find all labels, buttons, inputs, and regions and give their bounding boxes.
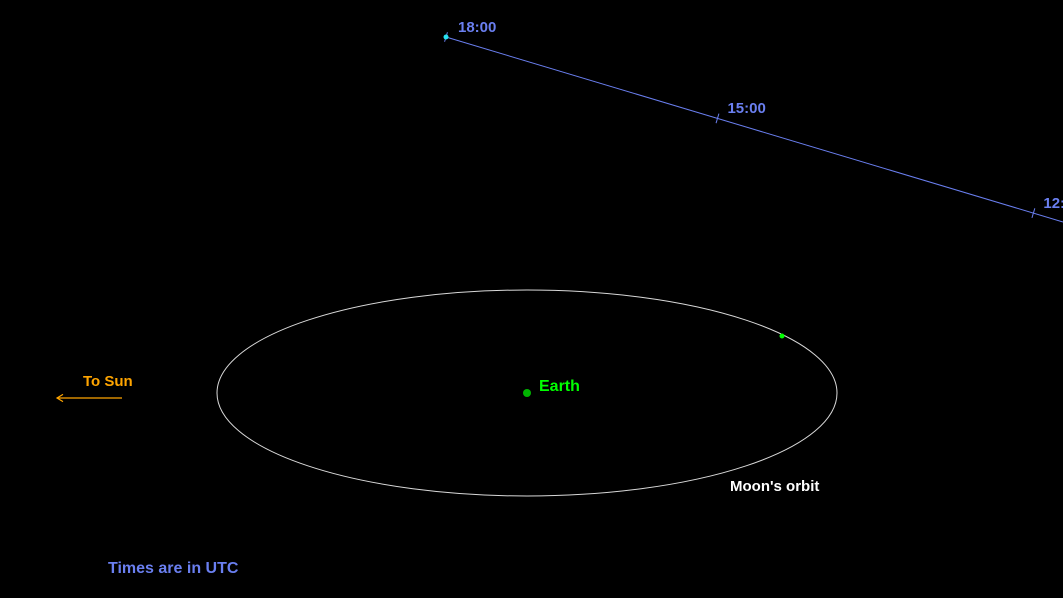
times-utc-label: Times are in UTC — [108, 560, 238, 578]
asteroid-marker — [444, 35, 449, 40]
earth-label: Earth — [539, 378, 580, 396]
asteroid-trajectory-line — [446, 37, 1063, 222]
moon-marker — [780, 334, 785, 339]
trajectory-time-label: 18:00 — [458, 19, 496, 36]
moon-orbit-label: Moon's orbit — [730, 478, 819, 495]
earth-marker — [523, 389, 531, 397]
trajectory-time-label: 12:00 — [1043, 195, 1063, 212]
trajectory-time-label: 15:00 — [727, 100, 765, 117]
to-sun-label: To Sun — [83, 373, 133, 390]
diagram-svg — [0, 0, 1063, 598]
